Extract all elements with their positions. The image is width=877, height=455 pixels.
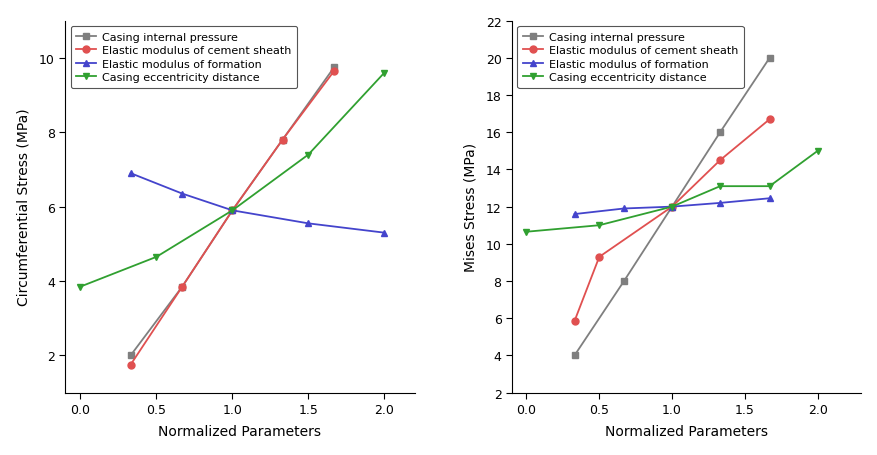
Elastic modulus of formation <box>177 192 188 197</box>
Casing eccentricity distance <box>594 223 604 228</box>
Line: Casing eccentricity distance: Casing eccentricity distance <box>523 148 820 236</box>
Elastic modulus of formation <box>618 206 629 212</box>
Elastic modulus of formation <box>666 204 676 210</box>
Elastic modulus of cement sheath <box>125 362 136 368</box>
Legend: Casing internal pressure, Elastic modulus of cement sheath, Elastic modulus of f: Casing internal pressure, Elastic modulu… <box>517 27 743 89</box>
Casing eccentricity distance <box>75 284 86 290</box>
Casing internal pressure <box>177 284 188 290</box>
Elastic modulus of cement sheath <box>666 204 676 210</box>
Casing internal pressure <box>714 130 724 136</box>
Line: Casing internal pressure: Casing internal pressure <box>127 65 338 359</box>
Elastic modulus of formation <box>125 171 136 177</box>
Y-axis label: Circumferential Stress (MPa): Circumferential Stress (MPa) <box>17 109 31 306</box>
Casing internal pressure <box>227 208 238 213</box>
Elastic modulus of cement sheath <box>764 117 774 123</box>
Casing internal pressure <box>277 138 288 143</box>
Casing eccentricity distance <box>379 71 389 76</box>
Elastic modulus of cement sheath <box>329 69 339 75</box>
Elastic modulus of cement sheath <box>594 254 604 260</box>
X-axis label: Normalized Parameters: Normalized Parameters <box>159 425 321 438</box>
Casing eccentricity distance <box>764 184 774 189</box>
Elastic modulus of formation <box>714 201 724 206</box>
Casing eccentricity distance <box>151 254 161 260</box>
Y-axis label: Mises Stress (MPa): Mises Stress (MPa) <box>463 143 477 272</box>
Casing internal pressure <box>666 204 676 210</box>
Line: Casing eccentricity distance: Casing eccentricity distance <box>77 70 388 290</box>
Line: Elastic modulus of cement sheath: Elastic modulus of cement sheath <box>127 68 338 369</box>
Casing eccentricity distance <box>303 152 313 158</box>
Line: Elastic modulus of formation: Elastic modulus of formation <box>127 170 388 237</box>
Elastic modulus of formation <box>379 230 389 236</box>
Line: Elastic modulus of cement sheath: Elastic modulus of cement sheath <box>570 116 773 325</box>
Casing internal pressure <box>125 353 136 359</box>
Casing internal pressure <box>618 278 629 284</box>
Casing eccentricity distance <box>666 204 676 210</box>
Elastic modulus of cement sheath <box>568 318 579 324</box>
Casing eccentricity distance <box>714 184 724 189</box>
Elastic modulus of cement sheath <box>714 158 724 163</box>
Elastic modulus of cement sheath <box>177 284 188 290</box>
Elastic modulus of formation <box>303 221 313 227</box>
Legend: Casing internal pressure, Elastic modulus of cement sheath, Elastic modulus of f: Casing internal pressure, Elastic modulu… <box>71 27 296 89</box>
Casing internal pressure <box>329 65 339 71</box>
Elastic modulus of formation <box>764 196 774 202</box>
X-axis label: Normalized Parameters: Normalized Parameters <box>604 425 767 438</box>
Elastic modulus of formation <box>227 208 238 213</box>
Casing eccentricity distance <box>521 229 531 235</box>
Casing eccentricity distance <box>227 208 238 213</box>
Casing internal pressure <box>764 56 774 61</box>
Elastic modulus of cement sheath <box>227 208 238 213</box>
Casing eccentricity distance <box>811 149 822 154</box>
Elastic modulus of formation <box>568 212 579 217</box>
Line: Elastic modulus of formation: Elastic modulus of formation <box>570 195 773 218</box>
Elastic modulus of cement sheath <box>277 138 288 143</box>
Line: Casing internal pressure: Casing internal pressure <box>570 55 773 359</box>
Casing internal pressure <box>568 353 579 359</box>
